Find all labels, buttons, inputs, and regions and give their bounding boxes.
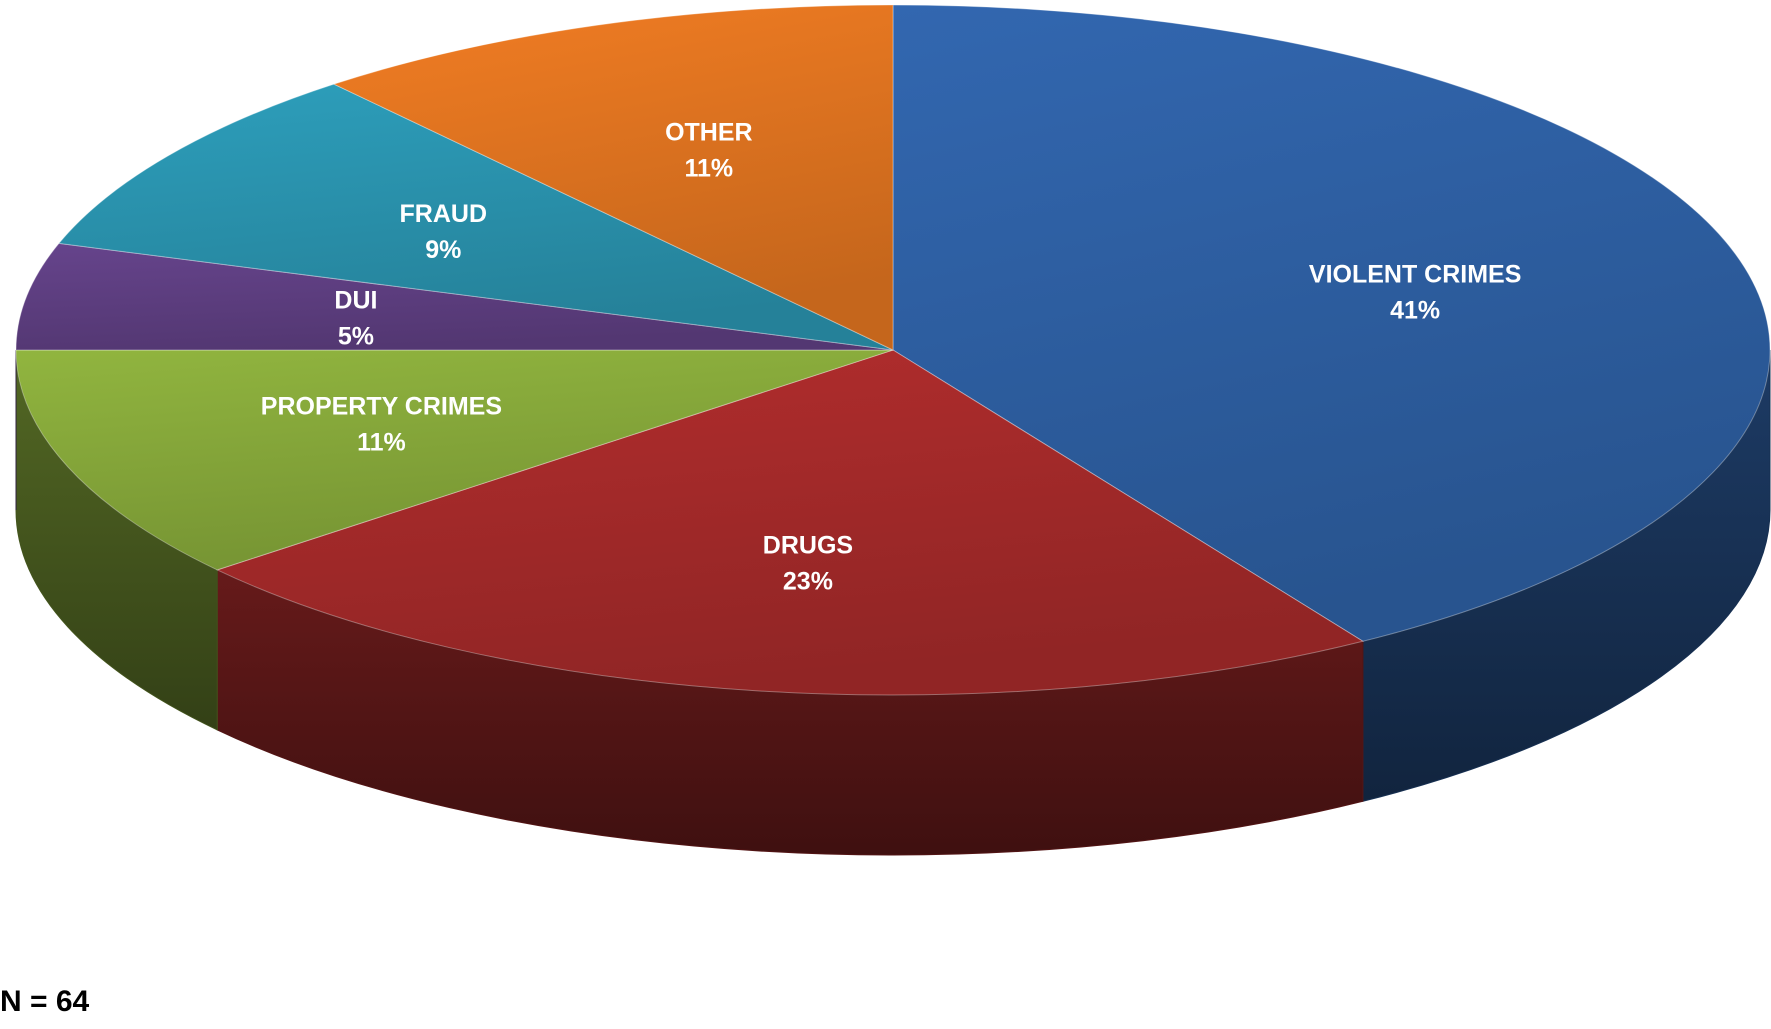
slice-label-other: OTHER <box>665 119 753 147</box>
pie-slice-property-crimes <box>15 349 894 571</box>
slice-value-dui: 5% <box>338 323 374 351</box>
slice-value-property-crimes: 11% <box>357 428 406 456</box>
slice-label-fraud: FRAUD <box>400 200 488 228</box>
slice-label-drugs: DRUGS <box>763 531 853 559</box>
slice-label-dui: DUI <box>334 287 377 315</box>
sample-size-note: N = 64 <box>0 985 90 1018</box>
pie-labels: VIOLENT CRIMES 41% DRUGS 23% PROPERTY CRIMES… <box>261 119 1522 596</box>
slice-label-violent-crimes: VIOLENT CRIMES <box>1309 260 1522 288</box>
slice-label-property-crimes: PROPERTY CRIMES <box>261 392 502 420</box>
slice-value-other: 11% <box>684 155 733 183</box>
pie-slice-dui <box>15 242 894 351</box>
slice-value-drugs: 23% <box>783 567 833 595</box>
slice-value-fraud: 9% <box>425 236 461 264</box>
pie-slice-fraud <box>57 83 894 351</box>
pie-slice-drugs <box>215 349 1365 696</box>
pie-tops <box>15 4 1771 696</box>
pie-slice-other <box>332 4 894 351</box>
slice-value-violent-crimes: 41% <box>1390 296 1440 324</box>
pie-slice-violent-crimes <box>892 4 1771 642</box>
